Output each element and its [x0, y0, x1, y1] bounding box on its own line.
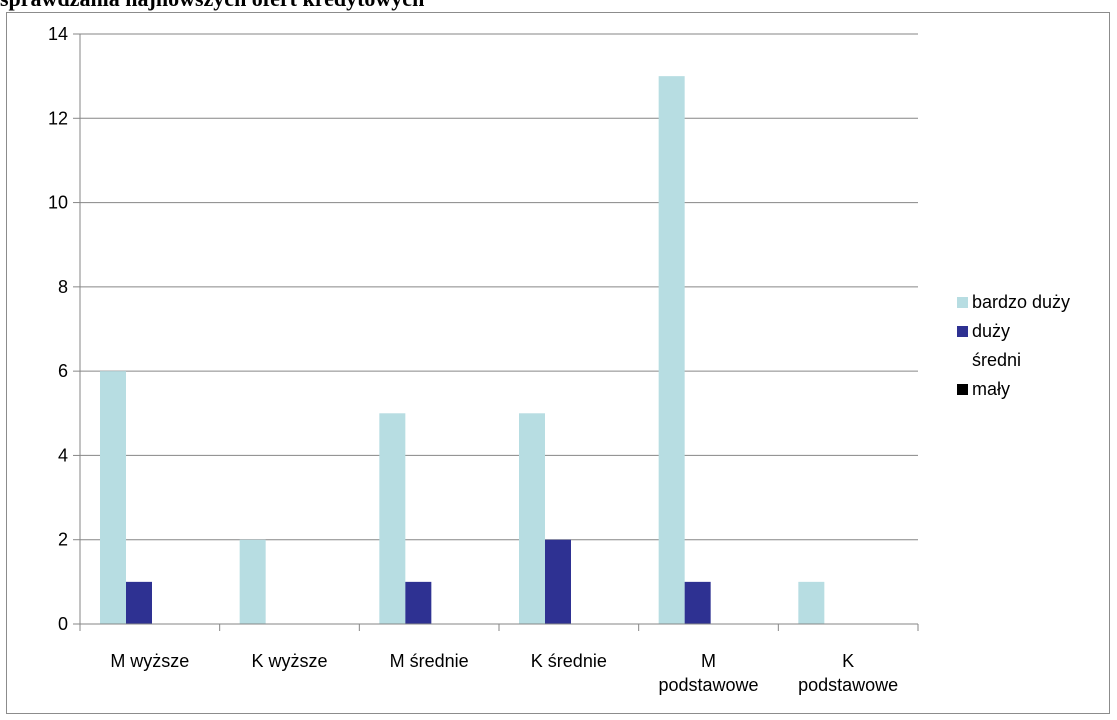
gridlines — [80, 33, 918, 541]
bar — [100, 371, 126, 624]
y-tick-label: 10 — [48, 193, 68, 213]
legend: bardzo duży duży średni mały — [957, 292, 1070, 399]
x-tick-label: podstawowe — [658, 675, 758, 695]
x-tick-label: podstawowe — [798, 675, 898, 695]
y-tick-label: 6 — [58, 361, 68, 381]
legend-swatch — [957, 384, 968, 395]
y-tick-label: 0 — [58, 614, 68, 634]
y-tick-label: 12 — [48, 108, 68, 128]
legend-label: duży — [972, 321, 1010, 341]
bar — [379, 413, 406, 624]
y-tick-labels: 0 2 4 6 8 10 12 14 — [48, 24, 68, 634]
chart-frame — [6, 12, 1110, 714]
y-tick-label: 14 — [48, 24, 68, 44]
bars — [100, 76, 825, 624]
x-tick-label: M — [701, 651, 716, 671]
x-tick-label: M średnie — [390, 651, 469, 671]
legend-label: mały — [972, 379, 1010, 399]
x-tick-label: K — [842, 651, 854, 671]
y-tick-label: 4 — [58, 445, 68, 465]
x-tick-label: M wyższe — [110, 651, 189, 671]
x-tick-labels: M wyższe K wyższe M średnie K średnie Mpodst… — [110, 651, 898, 695]
axes — [73, 33, 919, 631]
chart-title: sprawdzania najnowszych ofert kredytowyc… — [0, 0, 424, 12]
x-tick-label: K wyższe — [251, 651, 327, 671]
bar — [126, 581, 152, 624]
bar — [239, 539, 266, 624]
legend-label: średni — [972, 350, 1021, 370]
y-tick-label: 8 — [58, 277, 68, 297]
bar — [405, 581, 432, 624]
legend-swatch — [957, 297, 968, 308]
bar — [798, 581, 825, 624]
bar — [684, 581, 711, 624]
legend-swatch — [957, 326, 968, 337]
y-tick-label: 2 — [58, 530, 68, 550]
legend-label: bardzo duży — [972, 292, 1070, 312]
bar — [658, 76, 685, 624]
x-tick-label: K średnie — [531, 651, 607, 671]
bar — [545, 539, 571, 624]
bar — [519, 413, 545, 624]
